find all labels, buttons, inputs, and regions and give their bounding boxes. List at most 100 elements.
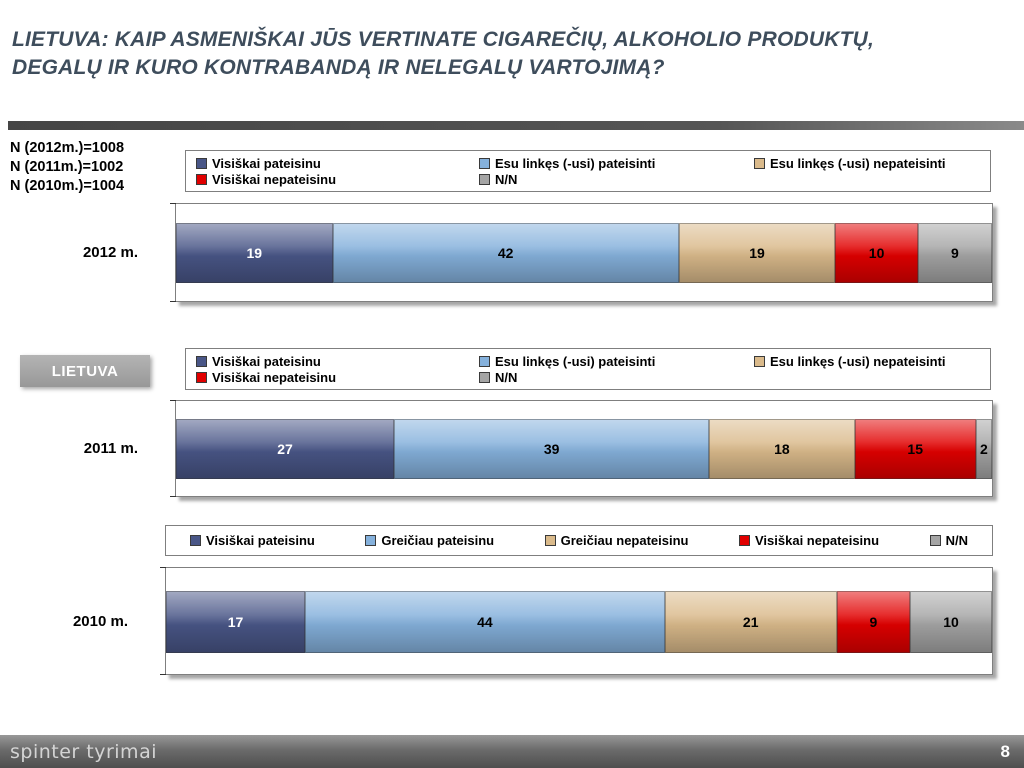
bar-segment: 17 (166, 591, 306, 653)
legend-color-swatch (479, 371, 490, 383)
category-label: 2012 m. (82, 244, 138, 261)
legend-item: Visiškai nepateisinu (196, 172, 479, 187)
legend-label: Visiškai pateisinu (206, 533, 315, 548)
legend-label: Visiškai nepateisinu (755, 533, 880, 548)
legend-item: Visiškai pateisinu (196, 156, 479, 171)
chart-legend: Visiškai pateisinu Esu linkęs (-usi) pate… (185, 348, 991, 390)
bar-segment: 10 (910, 591, 992, 653)
chart-legend: Visiškai pateisinu Esu linkęs (-usi) pate… (185, 150, 991, 192)
legend-label: Esu linkęs (-usi) nepateisinti (770, 155, 946, 171)
bar-value: 10 (868, 245, 885, 261)
bar-segment: 42 (332, 223, 679, 283)
category-label: 2011 m. (83, 440, 138, 457)
bar-segment: 21 (664, 591, 837, 653)
sample-size-block: N (2012m.)=1008 N (2011m.)=1002 N (2010m… (10, 139, 124, 196)
bar-value: 19 (749, 245, 765, 261)
footer-bar: spinter tyrimai 8 (0, 735, 1024, 768)
legend-color-swatch (196, 355, 207, 367)
bar-segment: 19 (176, 223, 333, 283)
legend-color-swatch (196, 371, 207, 383)
legend-item: Visiškai pateisinu (196, 354, 479, 369)
bar-value: 17 (227, 614, 244, 630)
legend-label: Esu linkęs (-usi) pateisinti (495, 155, 656, 171)
legend-color-swatch (196, 173, 207, 185)
legend-color-swatch (544, 535, 556, 546)
bar-segment: 9 (836, 591, 911, 653)
stacked-bar: 27 39 18 15 2 (176, 419, 992, 479)
legend-color-swatch (365, 535, 377, 546)
slide-title-line-1: LIETUVA: KAIP ASMENIŠKAI JŪS VERTINATE C… (12, 28, 875, 51)
legend-item: Esu linkęs (-usi) nepateisinti (754, 156, 980, 171)
legend-item: N/N (479, 172, 754, 187)
sample-size-line-2010: N (2010m.)=1004 (10, 177, 125, 194)
legend-color-swatch (929, 535, 941, 546)
legend-label: N/N (495, 171, 518, 187)
legend-item: Visiškai nepateisinu (196, 370, 479, 385)
legend-label: Greičiau nepateisinu (560, 533, 689, 548)
legend-item: Greičiau pateisinu (365, 533, 494, 548)
legend-row: Visiškai pateisinu Esu linkęs (-usi) pate… (196, 354, 980, 369)
legend-label: Visiškai pateisinu (212, 353, 321, 369)
category-label: 2010 m. (72, 612, 128, 630)
chart-legend: Visiškai pateisinu Greičiau pateisinu Grei… (165, 525, 993, 556)
legend-label: Esu linkęs (-usi) nepateisinti (770, 353, 946, 369)
legend-row: Visiškai nepateisinu N/N (196, 370, 980, 385)
bar-value: 9 (950, 245, 959, 261)
legend-item: N/N (479, 370, 754, 385)
legend-color-swatch (479, 355, 490, 367)
legend-label: Visiškai nepateisinu (212, 369, 337, 385)
bar-value: 42 (497, 245, 514, 261)
bar-value: 21 (742, 614, 759, 630)
legend-item: Visiškai nepateisinu (739, 533, 879, 548)
footer-brand-logo: spinter tyrimai (10, 740, 157, 763)
page-number: 8 (1000, 741, 1010, 761)
bar-value: 44 (477, 614, 493, 630)
bar-value: 15 (907, 441, 923, 457)
bar-segment: 10 (835, 223, 918, 283)
legend-item: Esu linkęs (-usi) nepateisinti (754, 354, 980, 369)
legend-label: N/N (945, 533, 968, 548)
slide-title: LIETUVA: KAIP ASMENIŠKAI JŪS VERTINATE C… (12, 26, 1016, 83)
sample-size-line-2012: N (2012m.)=1008 (10, 140, 125, 156)
title-divider (8, 121, 1024, 130)
legend-color-swatch (196, 157, 207, 169)
legend-row: Visiškai nepateisinu N/N (196, 172, 980, 187)
legend-label: Visiškai pateisinu (212, 155, 321, 171)
stacked-bar: 19 42 19 10 9 (176, 223, 992, 283)
plot-area: 19 42 19 10 9 (170, 203, 993, 302)
legend-color-swatch (754, 355, 765, 367)
sample-size-line-2011: N (2011m.)=1002 (10, 158, 124, 175)
legend-item: N/N (929, 533, 968, 548)
bar-value: 27 (277, 441, 293, 457)
bar-segment: 19 (678, 223, 836, 283)
legend-label: Esu linkęs (-usi) pateisinti (495, 353, 656, 369)
legend-color-swatch (190, 535, 201, 546)
legend-row: Visiškai pateisinu Esu linkęs (-usi) pate… (196, 156, 980, 171)
bar-value: 10 (943, 614, 959, 630)
bar-segment: 9 (917, 223, 992, 283)
stacked-bar: 17 44 21 9 10 (166, 591, 992, 653)
bar-value: 39 (543, 441, 560, 457)
legend-color-swatch (479, 157, 490, 169)
legend-item: Esu linkęs (-usi) pateisinti (479, 354, 754, 369)
legend-label: N/N (495, 369, 518, 385)
bar-segment: 27 (176, 419, 395, 479)
bar-segment: 39 (394, 419, 710, 479)
bar-segment: 44 (305, 591, 665, 653)
bar-segment: 18 (709, 419, 855, 479)
bar-segment: 2 (975, 419, 992, 479)
slide-title-line-2: DEGALŲ IR KURO KONTRABANDĄ IR NELEGALŲ V… (12, 56, 665, 80)
plot-area: 27 39 18 15 2 (170, 400, 993, 497)
region-label-box: LIETUVA (20, 355, 150, 387)
bar-value: 2 (979, 441, 988, 457)
legend-item: Visiškai pateisinu (190, 533, 315, 548)
legend-item: Esu linkęs (-usi) pateisinti (479, 156, 754, 171)
plot-area: 17 44 21 9 10 (160, 567, 993, 675)
legend-label: Greičiau pateisinu (381, 533, 495, 548)
legend-color-swatch (479, 173, 490, 185)
legend-item: Greičiau nepateisinu (544, 533, 689, 548)
bar-value: 18 (774, 441, 790, 457)
legend-row: Visiškai pateisinu Greičiau pateisinu Grei… (176, 533, 982, 548)
legend-label: Visiškai nepateisinu (212, 171, 337, 187)
legend-color-swatch (739, 535, 750, 546)
